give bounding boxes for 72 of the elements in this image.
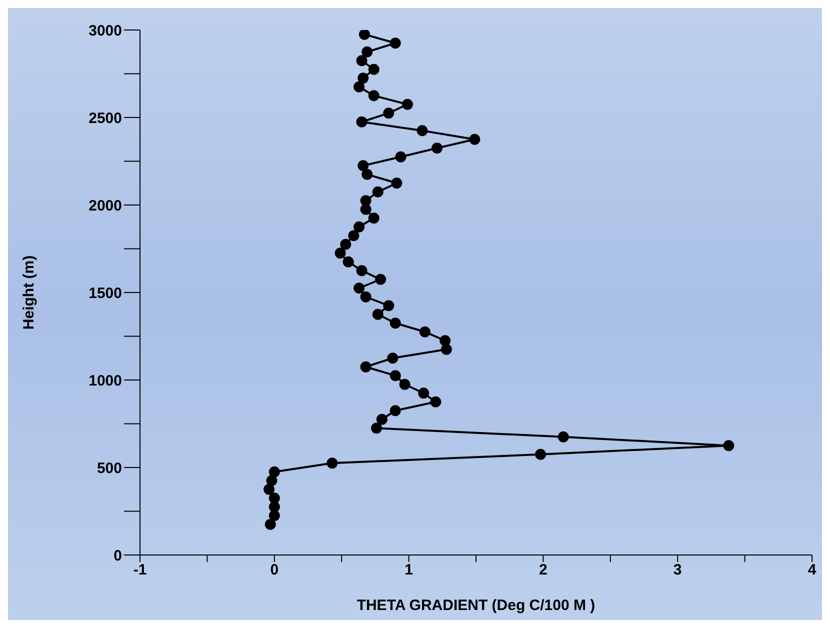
point	[360, 195, 372, 206]
point	[390, 38, 401, 49]
point	[358, 160, 369, 172]
y-tick-label: 2500	[88, 110, 122, 127]
x-tick-label: 4	[808, 562, 817, 579]
point	[432, 142, 443, 154]
point	[419, 326, 430, 338]
point	[342, 256, 354, 268]
point	[399, 378, 410, 390]
x-tick-label: 1	[404, 562, 413, 579]
point	[266, 475, 278, 486]
point	[360, 291, 372, 302]
x-tick-label: 0	[270, 562, 279, 579]
point	[360, 204, 372, 215]
point	[334, 248, 346, 259]
point	[376, 414, 388, 425]
x-tick-label: -1	[133, 562, 147, 579]
point	[440, 335, 451, 346]
y-tick-label: 1500	[88, 284, 122, 302]
x-tick-label: 2	[539, 562, 548, 579]
point	[383, 108, 394, 119]
point	[264, 484, 275, 495]
point	[372, 308, 384, 320]
point	[375, 274, 386, 285]
point	[354, 221, 365, 232]
y-tick-label: 1000	[88, 372, 122, 390]
point	[354, 81, 365, 92]
point	[340, 238, 352, 250]
point	[535, 448, 546, 460]
point	[268, 466, 280, 478]
point	[326, 458, 338, 469]
point	[430, 396, 442, 408]
x-axis-title: THETA GRADIENT (Deg C/100 M )	[356, 597, 596, 614]
point	[469, 134, 480, 145]
point	[390, 370, 401, 382]
point	[268, 501, 280, 512]
point	[358, 72, 369, 84]
point	[395, 151, 406, 162]
point	[268, 510, 280, 522]
point	[356, 116, 368, 128]
point	[418, 388, 430, 399]
point	[368, 90, 380, 102]
point	[416, 125, 428, 136]
y-tick-label: 3000	[88, 22, 122, 40]
point	[362, 168, 373, 180]
point	[558, 431, 569, 442]
point	[268, 492, 280, 504]
point	[723, 440, 734, 452]
point	[383, 300, 394, 312]
point	[368, 64, 380, 75]
point	[356, 55, 368, 66]
point	[402, 98, 413, 110]
point	[390, 318, 401, 329]
point	[387, 352, 398, 364]
point	[358, 30, 370, 40]
point	[356, 265, 368, 276]
y-tick-label: 0	[114, 547, 122, 564]
point	[390, 405, 401, 416]
y-axis-title: Height (m)	[20, 255, 38, 330]
point	[264, 518, 276, 530]
x-tick-label: 3	[673, 562, 682, 579]
point	[360, 361, 372, 372]
y-tick-label: 500	[96, 460, 122, 477]
point	[440, 344, 452, 355]
point	[368, 212, 380, 224]
point	[391, 178, 402, 189]
y-tick-label: 2000	[88, 197, 122, 214]
point	[371, 422, 382, 434]
point	[354, 282, 365, 294]
point	[362, 46, 373, 58]
point	[348, 230, 360, 242]
point	[372, 186, 384, 198]
